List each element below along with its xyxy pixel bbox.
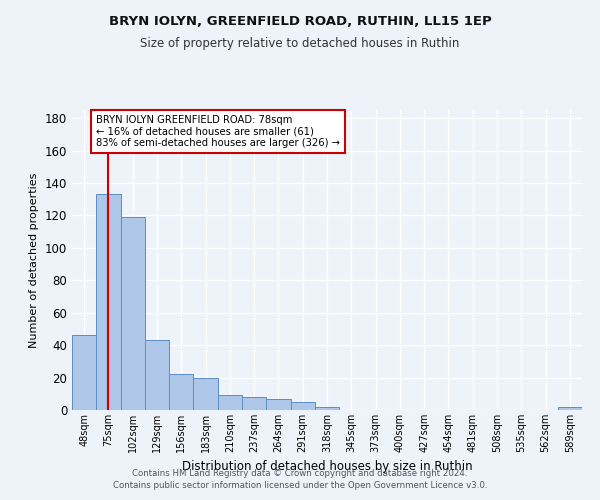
Bar [242,397,266,410]
Bar [266,398,290,410]
Bar [290,402,315,410]
Text: Size of property relative to detached houses in Ruthin: Size of property relative to detached ho… [140,38,460,51]
Text: Contains public sector information licensed under the Open Government Licence v3: Contains public sector information licen… [113,481,487,490]
Y-axis label: Number of detached properties: Number of detached properties [29,172,39,348]
Bar [558,407,582,410]
Bar [218,396,242,410]
Bar [96,194,121,410]
Bar [193,378,218,410]
Bar [169,374,193,410]
Text: BRYN IOLYN GREENFIELD ROAD: 78sqm
← 16% of detached houses are smaller (61)
83% : BRYN IOLYN GREENFIELD ROAD: 78sqm ← 16% … [96,115,340,148]
Bar [121,217,145,410]
Text: Contains HM Land Registry data © Crown copyright and database right 2024.: Contains HM Land Registry data © Crown c… [132,468,468,477]
Bar [315,407,339,410]
Bar [145,340,169,410]
Text: BRYN IOLYN, GREENFIELD ROAD, RUTHIN, LL15 1EP: BRYN IOLYN, GREENFIELD ROAD, RUTHIN, LL1… [109,15,491,28]
Bar [72,336,96,410]
X-axis label: Distribution of detached houses by size in Ruthin: Distribution of detached houses by size … [182,460,472,473]
